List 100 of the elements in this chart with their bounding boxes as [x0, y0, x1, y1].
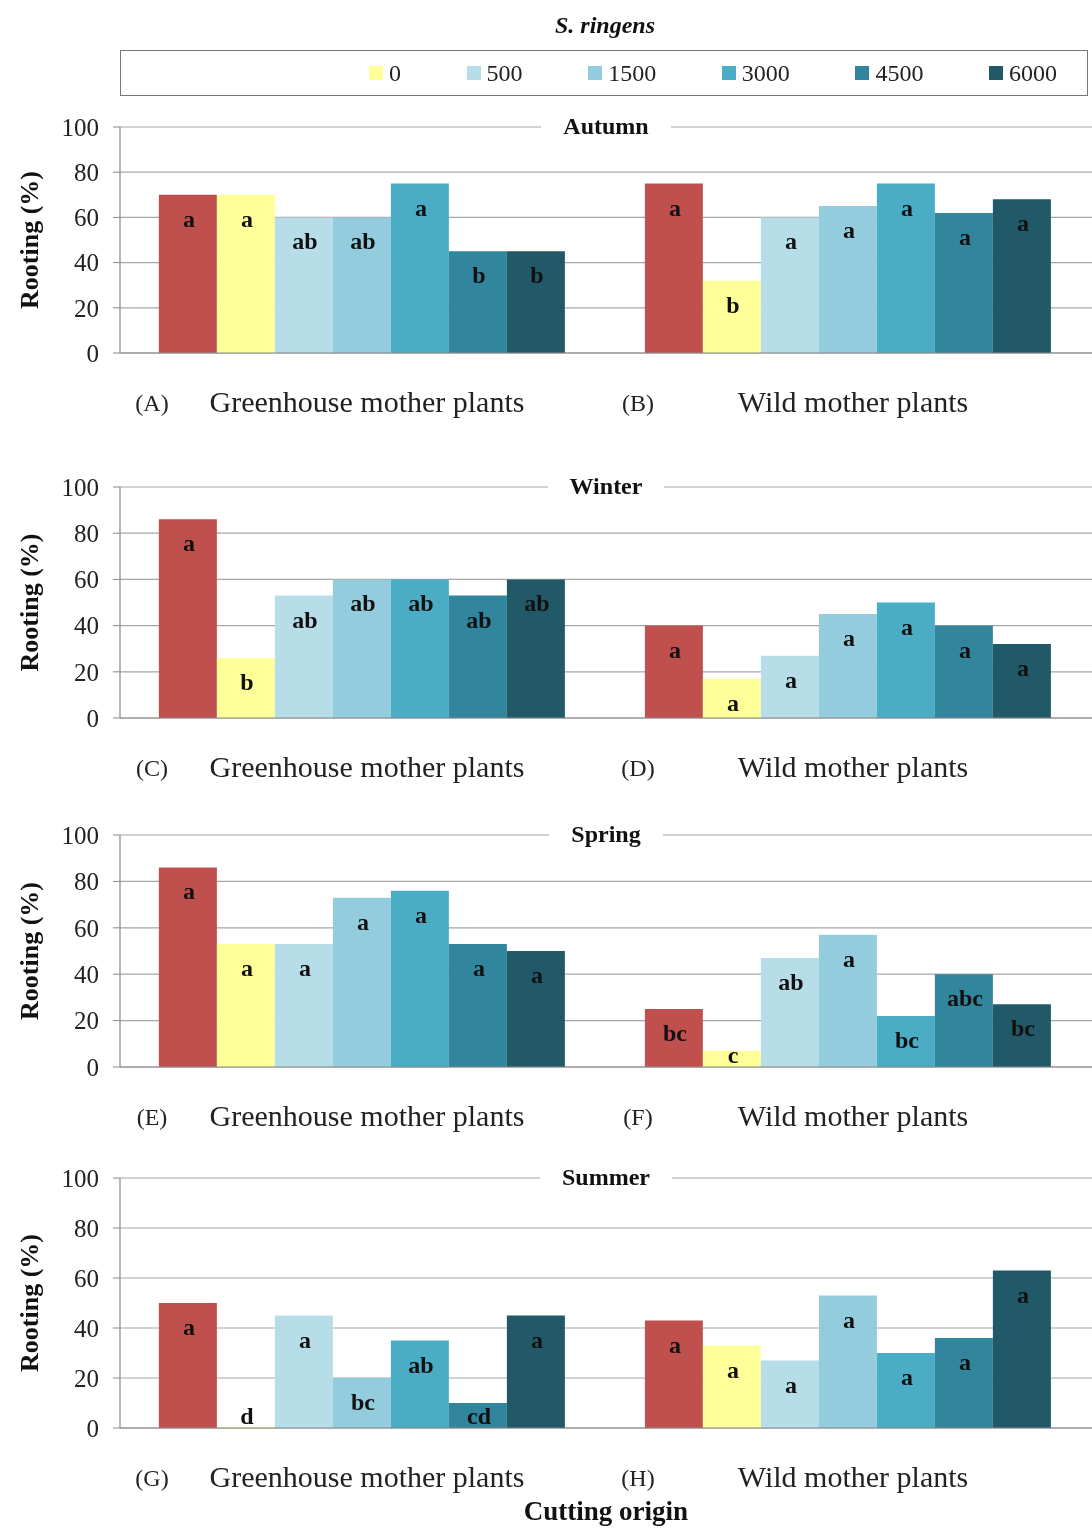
data-label: ab: [778, 968, 804, 995]
data-label: bc: [895, 1026, 920, 1053]
text: (C): [136, 755, 168, 781]
data-label: a: [183, 1314, 195, 1340]
data-label: ab: [408, 590, 434, 617]
x-tick-label: Wild mother plants: [737, 1098, 969, 1132]
chart-title: Winter: [569, 473, 643, 499]
legend-label: 1500: [608, 59, 657, 86]
legend-label: 6000: [1008, 59, 1057, 86]
data-label: a: [785, 666, 797, 693]
data-label: bc: [351, 1389, 376, 1415]
legend-label: 3000: [741, 59, 790, 86]
y-axis-title: Rooting (%): [14, 1234, 44, 1372]
data-label: a: [901, 1364, 913, 1390]
y-tick-label: 80: [74, 159, 99, 187]
data-label: a: [959, 636, 971, 663]
legend-label: 500: [486, 59, 523, 86]
data-label: a: [843, 945, 855, 972]
data-label: a: [241, 205, 253, 232]
data-label: a: [959, 1349, 971, 1375]
y-tick-label: 40: [74, 249, 99, 277]
y-axis-title: Rooting (%): [14, 171, 44, 309]
data-label: abc: [947, 985, 984, 1012]
legend-label: 0: [389, 59, 401, 86]
data-label: a: [669, 1331, 681, 1358]
data-label: a: [785, 1371, 797, 1398]
y-tick-label: 60: [74, 204, 99, 232]
data-label: a: [415, 194, 427, 221]
data-label: a: [1017, 1281, 1029, 1308]
data-label: a: [843, 217, 855, 244]
data-label: a: [357, 908, 369, 935]
text: (A): [135, 390, 169, 416]
y-tick-label: 100: [61, 1164, 99, 1192]
y-tick-label: 100: [61, 473, 99, 501]
data-label: a: [843, 625, 855, 652]
data-label: a: [415, 901, 427, 928]
legend-label: 4500: [875, 59, 924, 86]
chart-title: Spring: [571, 821, 641, 847]
data-label: a: [959, 223, 971, 250]
y-tick-label: 40: [74, 612, 99, 640]
x-tick-label: Greenhouse mother plants: [209, 384, 525, 418]
data-label: a: [183, 878, 195, 905]
data-label: a: [241, 955, 253, 982]
y-tick-label: 100: [61, 113, 99, 141]
data-label: a: [531, 962, 543, 988]
y-tick-label: 20: [74, 658, 99, 686]
data-label: ab: [466, 606, 492, 633]
data-label: a: [473, 955, 485, 982]
data-label: ab: [292, 606, 318, 633]
x-tick-label: Greenhouse mother plants: [209, 1459, 525, 1493]
y-tick-label: 0: [86, 1053, 99, 1081]
legend-title: S. ringens: [554, 12, 656, 38]
data-label: a: [183, 205, 195, 232]
data-label: cd: [467, 1403, 492, 1429]
y-tick-label: 60: [74, 1264, 99, 1292]
data-label: b: [530, 262, 544, 289]
data-label: ab: [524, 590, 550, 617]
text: (G): [135, 1465, 169, 1491]
data-label: bc: [1011, 1015, 1036, 1042]
y-tick-label: 80: [74, 868, 99, 896]
y-tick-label: 0: [86, 339, 99, 367]
data-label: ab: [408, 1351, 434, 1378]
chart-title: Autumn: [563, 113, 649, 139]
y-tick-label: 80: [74, 1214, 99, 1242]
data-label: a: [183, 530, 195, 557]
y-axis-title: Rooting (%): [14, 882, 44, 1020]
data-label: ab: [350, 590, 376, 617]
data-label: a: [727, 1356, 739, 1383]
y-tick-label: 60: [74, 566, 99, 594]
text: (F): [623, 1104, 653, 1130]
data-label: a: [1017, 210, 1029, 237]
x-tick-label: Greenhouse mother plants: [209, 749, 525, 783]
data-label: a: [901, 613, 913, 640]
data-label: a: [901, 194, 913, 221]
data-label: a: [669, 636, 681, 663]
y-tick-label: 40: [74, 961, 99, 989]
text: (D): [621, 755, 655, 781]
data-label: a: [727, 689, 739, 716]
data-label: b: [472, 262, 486, 289]
data-label: ab: [292, 228, 318, 255]
text: (E): [136, 1104, 168, 1130]
chart-title: Summer: [562, 1164, 650, 1190]
y-axis-title: Rooting (%): [14, 533, 44, 672]
data-label: a: [531, 1326, 543, 1353]
data-label: bc: [663, 1020, 688, 1046]
data-label: b: [726, 291, 740, 318]
data-label: a: [669, 194, 681, 221]
x-tick-label: Wild mother plants: [737, 384, 969, 418]
y-tick-label: 40: [74, 1314, 99, 1342]
y-tick-label: 100: [61, 821, 99, 849]
data-label: a: [1017, 655, 1029, 682]
y-tick-label: 0: [86, 704, 99, 732]
y-tick-label: 0: [86, 1414, 99, 1442]
y-tick-label: 60: [74, 914, 99, 942]
y-tick-label: 20: [74, 1364, 99, 1392]
text: (B): [622, 390, 654, 416]
y-tick-label: 80: [74, 520, 99, 548]
x-tick-label: Wild mother plants: [737, 749, 969, 783]
x-tick-label: Wild mother plants: [737, 1459, 969, 1493]
data-label: a: [843, 1306, 855, 1333]
